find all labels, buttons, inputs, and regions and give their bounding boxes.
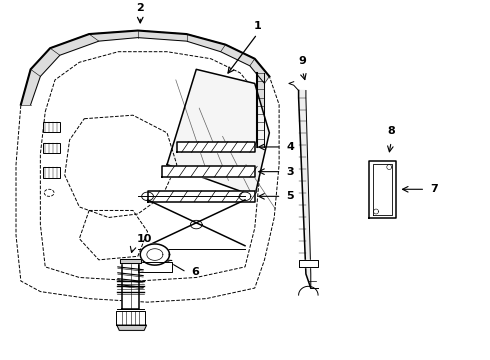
Polygon shape	[369, 161, 396, 217]
Text: 6: 6	[192, 267, 199, 277]
FancyBboxPatch shape	[43, 167, 60, 178]
Text: 10: 10	[137, 234, 152, 244]
Polygon shape	[177, 141, 255, 152]
FancyBboxPatch shape	[43, 143, 60, 153]
Text: 8: 8	[387, 126, 395, 136]
Polygon shape	[147, 191, 255, 202]
Polygon shape	[120, 259, 141, 264]
Polygon shape	[298, 90, 311, 288]
Polygon shape	[298, 260, 318, 267]
Polygon shape	[140, 244, 170, 265]
Text: 5: 5	[287, 191, 294, 201]
Text: 3: 3	[287, 167, 294, 177]
Polygon shape	[21, 31, 270, 105]
Text: 7: 7	[430, 184, 438, 194]
FancyBboxPatch shape	[43, 122, 60, 132]
Text: 4: 4	[287, 142, 294, 152]
Polygon shape	[138, 262, 172, 272]
Text: 2: 2	[136, 3, 144, 13]
Polygon shape	[122, 264, 139, 309]
Polygon shape	[117, 325, 147, 330]
Text: 1: 1	[253, 21, 261, 31]
Polygon shape	[167, 69, 270, 196]
Polygon shape	[257, 73, 265, 147]
Polygon shape	[162, 166, 255, 177]
Text: 9: 9	[298, 56, 306, 66]
Polygon shape	[116, 311, 145, 325]
